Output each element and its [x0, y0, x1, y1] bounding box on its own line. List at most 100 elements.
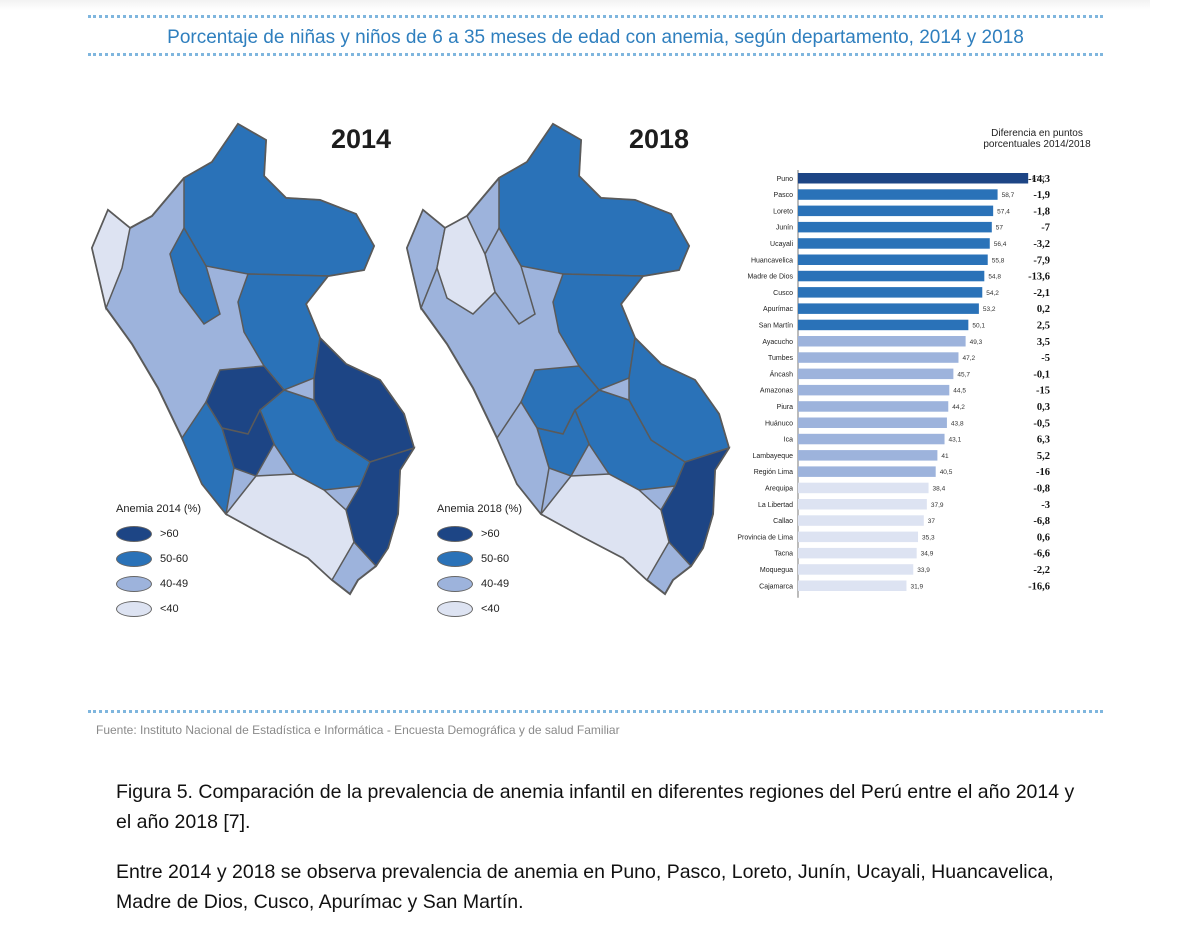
difference-label: -15 — [1036, 386, 1050, 397]
bar-value-label: 57 — [996, 225, 1004, 232]
legend-label: 50-60 — [160, 552, 189, 565]
category-label: La Libertad — [758, 502, 793, 509]
bar — [798, 401, 949, 412]
difference-label: -7,9 — [1033, 255, 1050, 266]
legend-item: >60 — [437, 521, 522, 546]
difference-label: 0,2 — [1037, 304, 1050, 315]
bar-value-label: 50,1 — [972, 322, 985, 329]
bar-value-label: 67,7 — [1032, 176, 1045, 183]
legend-swatch — [437, 525, 473, 542]
difference-header: Diferencia en puntos porcentuales 2014/2… — [983, 128, 1091, 150]
bar — [798, 564, 914, 575]
bar — [798, 450, 938, 461]
bar — [798, 547, 917, 559]
bar-value-label: 58,7 — [1002, 192, 1015, 199]
title-top-divider — [88, 15, 1103, 18]
region-coast-central-2018 — [496, 400, 550, 516]
category-label: Junín — [776, 225, 793, 232]
bar — [798, 270, 985, 282]
difference-label: -3,2 — [1033, 239, 1050, 250]
legend-swatch — [116, 550, 152, 567]
difference-label: -2,2 — [1033, 565, 1050, 576]
bar — [798, 189, 998, 200]
legend-title-2014: Anemia 2014 (%) — [116, 503, 201, 515]
category-label: Piura — [777, 404, 793, 411]
category-label: Pasco — [774, 192, 794, 199]
legend-item: 40-49 — [437, 571, 522, 596]
bar — [798, 433, 945, 445]
category-label: Provincia de Lima — [737, 534, 793, 541]
bar — [798, 531, 919, 543]
bar-value-label: 31,9 — [910, 583, 923, 590]
region-coast-south-2014 — [224, 473, 355, 582]
region-puno-2018 — [660, 446, 731, 568]
bar-value-label: 37,9 — [931, 502, 944, 509]
category-label: Moquegua — [760, 567, 793, 574]
difference-label: -13,6 — [1028, 272, 1050, 283]
bar — [798, 466, 936, 477]
difference-label: 6,3 — [1037, 435, 1050, 446]
legend-label: >60 — [481, 527, 500, 540]
category-label: Huánuco — [765, 420, 793, 427]
bar — [798, 482, 929, 494]
bar-value-label: 53,2 — [983, 306, 996, 313]
difference-label: -16,6 — [1028, 581, 1050, 592]
bar-value-label: 33,9 — [917, 567, 930, 574]
bar — [798, 499, 927, 510]
caption-note: Entre 2014 y 2018 se observa prevalencia… — [116, 861, 1054, 913]
legend-swatch — [116, 600, 152, 617]
map-2014 — [90, 122, 416, 596]
category-label: Apurímac — [763, 306, 793, 313]
legend-swatch — [437, 550, 473, 567]
category-label: Tacna — [774, 551, 793, 558]
legend-swatch — [116, 525, 152, 542]
region-coast-central-2014 — [181, 400, 235, 516]
category-label: Arequipa — [765, 485, 793, 492]
legend-item: 50-60 — [437, 546, 522, 571]
bar-value-label: 45,7 — [957, 371, 970, 378]
bar-value-label: 41 — [941, 453, 949, 460]
difference-label: -1,9 — [1033, 190, 1050, 201]
difference-label: -0,8 — [1033, 483, 1050, 494]
bar-value-label: 44,5 — [953, 388, 966, 395]
category-label: Loreto — [773, 208, 793, 215]
region-ucayali-2014 — [237, 273, 330, 391]
legend-label: <40 — [160, 602, 179, 615]
difference-label: -16 — [1036, 467, 1050, 478]
bar — [798, 205, 994, 217]
bar — [798, 515, 924, 526]
category-label: Puno — [777, 176, 793, 183]
bar-value-label: 38,4 — [933, 485, 946, 492]
category-label: Cusco — [773, 290, 793, 297]
bar — [798, 384, 950, 396]
bar-value-label: 35,3 — [922, 534, 935, 541]
difference-label: 0,6 — [1037, 532, 1050, 543]
difference-label: -3 — [1041, 500, 1050, 511]
difference-label: -14,3 — [1028, 174, 1050, 185]
legend-label: 50-60 — [481, 552, 510, 565]
category-label: Callao — [773, 518, 793, 525]
bar-value-label: 44,2 — [952, 404, 965, 411]
difference-label: 2,5 — [1037, 320, 1050, 331]
legend-label: <40 — [481, 602, 500, 615]
legend-label: 40-49 — [481, 577, 510, 590]
bar — [798, 580, 907, 591]
difference-label: -2,1 — [1033, 288, 1050, 299]
bar — [798, 352, 959, 363]
difference-label: 3,5 — [1037, 337, 1050, 348]
region-san-martin-2014 — [169, 226, 221, 326]
region-loreto-2014 — [183, 123, 375, 277]
bar-value-label: 37 — [928, 518, 936, 525]
bar — [798, 368, 954, 380]
legend-swatch — [116, 575, 152, 592]
region-ucayali-2018 — [552, 273, 645, 391]
difference-label: 5,2 — [1037, 451, 1050, 462]
bar-value-label: 54,8 — [988, 274, 1001, 281]
chart-title: Porcentaje de niñas y niños de 6 a 35 me… — [167, 27, 1024, 48]
difference-label: -6,6 — [1033, 549, 1050, 560]
bar — [798, 303, 979, 314]
caption-figure: Figura 5. Comparación de la prevalencia … — [116, 781, 1075, 833]
legend-item: >60 — [116, 521, 201, 546]
legend-label: >60 — [160, 527, 179, 540]
bar — [798, 173, 1029, 184]
